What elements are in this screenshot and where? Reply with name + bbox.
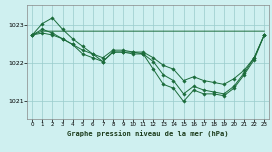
X-axis label: Graphe pression niveau de la mer (hPa): Graphe pression niveau de la mer (hPa) <box>67 130 229 137</box>
